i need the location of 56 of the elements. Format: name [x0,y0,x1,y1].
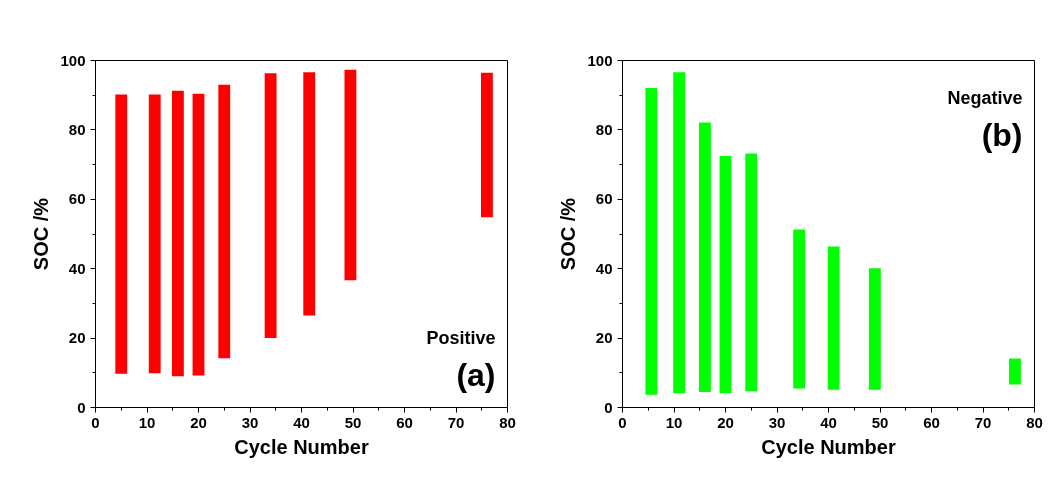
bar [264,73,277,339]
y-axis-title: SOC /% [30,197,53,271]
bar [827,246,840,390]
y-tick-label: 80 [68,120,86,138]
x-axis-title: Cycle Number [761,435,896,458]
x-tick-label: 70 [974,413,992,431]
y-tick-label: 0 [77,398,86,416]
x-axis-title: Cycle Number [234,435,369,458]
bar [344,69,357,281]
y-tick-label: 80 [595,120,613,138]
bar [115,94,128,374]
y-tick-label: 0 [604,398,613,416]
x-tick-label: 40 [820,413,837,431]
bar [868,268,881,390]
annotation: (b) [981,116,1023,153]
bar [192,93,205,376]
y-tick-label: 20 [68,329,86,347]
bar [171,90,184,377]
bar [1009,358,1021,385]
y-axis-title: SOC /% [557,197,580,271]
x-tick-label: 30 [241,413,259,431]
x-tick-label: 80 [499,413,516,431]
x-tick-label: 10 [665,413,683,431]
bar [645,87,658,395]
annotation: (a) [456,356,496,393]
y-tick-label: 40 [595,259,613,277]
bar [673,72,686,394]
x-tick-label: 80 [1026,413,1043,431]
annotation: Positive [426,327,496,348]
x-tick-label: 20 [190,413,207,431]
x-tick-label: 20 [717,413,734,431]
bar [303,72,316,316]
bar [148,94,161,374]
y-tick-label: 60 [595,190,613,208]
y-tick-label: 100 [60,51,86,69]
bar [698,122,711,392]
x-tick-label: 30 [768,413,786,431]
x-tick-label: 60 [396,413,413,431]
x-tick-label: 60 [923,413,940,431]
x-tick-label: 0 [618,413,627,431]
bar [793,229,806,389]
annotation: Negative [947,87,1023,108]
x-tick-label: 70 [447,413,465,431]
x-tick-label: 40 [293,413,310,431]
x-tick-label: 50 [871,413,889,431]
x-tick-label: 0 [91,413,100,431]
x-tick-label: 50 [344,413,362,431]
bar [480,72,493,218]
y-tick-label: 60 [68,190,86,208]
bar [719,155,732,394]
bar [745,153,758,392]
x-tick-label: 10 [138,413,156,431]
y-tick-label: 20 [595,329,613,347]
y-tick-label: 100 [587,51,613,69]
y-tick-label: 40 [68,259,86,277]
bar [218,84,231,359]
